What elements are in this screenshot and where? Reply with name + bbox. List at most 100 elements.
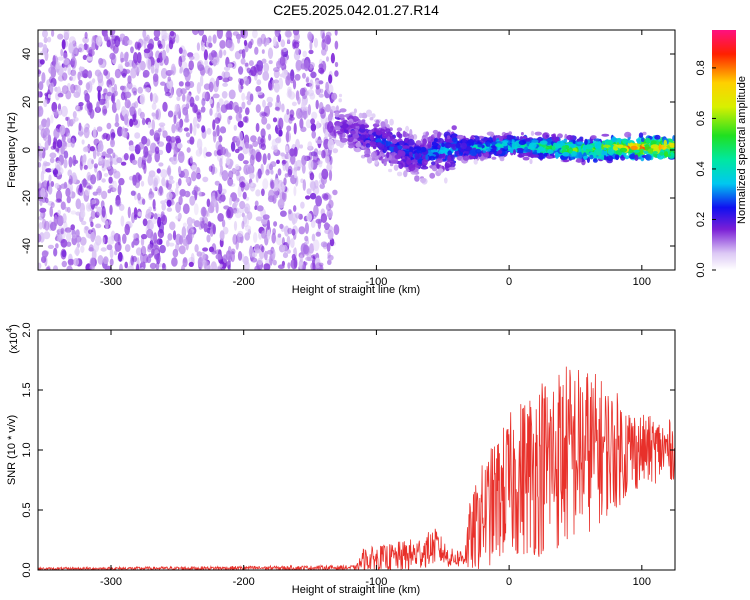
- heatmap-cell: [303, 59, 310, 72]
- heatmap-cell: [189, 96, 195, 108]
- heatmap-cell: [286, 125, 292, 132]
- heatmap-cell: [232, 31, 240, 36]
- heatmap-cell: [82, 36, 89, 44]
- heatmap-cell: [232, 207, 238, 214]
- heatmap-cell: [383, 159, 387, 167]
- heatmap-cell: [281, 103, 285, 113]
- heatmap-cell: [375, 130, 382, 136]
- heatmap-cell: [243, 39, 248, 47]
- heatmap-cell: [596, 140, 602, 148]
- heatmap-cell: [38, 91, 41, 98]
- heatmap-cell: [332, 189, 338, 196]
- heatmap-cell: [48, 66, 54, 74]
- heatmap-cell: [192, 116, 198, 127]
- heatmap-cell: [57, 209, 61, 216]
- heatmap-cell: [201, 125, 206, 133]
- heatmap-cell: [455, 143, 461, 149]
- heatmap-cell: [161, 177, 166, 187]
- heatmap-cell: [272, 259, 277, 266]
- heatmap-cell: [52, 54, 56, 67]
- heatmap-cell: [183, 127, 189, 132]
- heatmap-cell: [266, 123, 271, 130]
- heatmap-cell: [129, 106, 136, 115]
- heatmap-cell: [220, 146, 227, 156]
- heatmap-cell: [218, 259, 225, 265]
- heatmap-cell: [50, 181, 55, 187]
- heatmap-cell: [195, 173, 202, 180]
- heatmap-cell: [473, 158, 478, 165]
- heatmap-cell: [273, 67, 280, 73]
- heatmap-cell: [78, 43, 85, 53]
- snr-multiplier-base: (x10: [8, 332, 20, 353]
- heatmap-cell: [287, 262, 291, 269]
- heatmap-cell: [71, 118, 76, 124]
- heatmap-cell: [96, 85, 103, 93]
- heatmap-cell: [38, 81, 44, 91]
- heatmap-cell: [72, 154, 77, 167]
- heatmap-cell: [255, 85, 262, 93]
- heatmap-cell: [672, 135, 675, 142]
- heatmap-cell: [222, 128, 227, 133]
- heatmap-cell: [311, 130, 317, 139]
- heatmap-cell: [305, 119, 312, 129]
- heatmap-cell: [95, 223, 102, 229]
- heatmap-cell: [178, 178, 182, 186]
- heatmap-cell: [195, 109, 202, 115]
- heatmap-cell: [189, 195, 196, 206]
- spectrogram-y-ticks: -40 -20 0 20 40: [21, 48, 675, 254]
- heatmap-cell: [517, 153, 525, 158]
- heatmap-cell: [205, 210, 209, 217]
- heatmap-cell: [405, 125, 410, 132]
- heatmap-cell: [167, 76, 171, 82]
- heatmap-cell: [96, 171, 100, 182]
- heatmap-cell: [169, 221, 176, 231]
- heatmap-cell: [545, 145, 551, 150]
- heatmap-cell: [142, 253, 149, 264]
- heatmap-cell: [274, 106, 280, 111]
- heatmap-cell: [177, 151, 185, 163]
- heatmap-cell: [147, 174, 154, 186]
- heatmap-cell: [359, 134, 367, 141]
- heatmap-cell: [249, 93, 254, 102]
- heatmap-cell: [291, 228, 296, 236]
- heatmap-cell: [225, 157, 231, 166]
- heatmap-cell: [106, 122, 112, 130]
- heatmap-cell: [85, 82, 91, 91]
- heatmap-cell: [316, 139, 323, 144]
- heatmap-cell: [101, 236, 106, 245]
- heatmap-cell: [244, 225, 252, 232]
- heatmap-cell: [299, 87, 306, 97]
- heatmap-cell: [212, 266, 219, 270]
- heatmap-cell: [320, 241, 328, 248]
- heatmap-cell: [55, 198, 63, 203]
- heatmap-cell: [233, 220, 238, 231]
- heatmap-cell: [259, 111, 267, 118]
- snr-multiplier-exp: 4: [5, 327, 14, 332]
- heatmap-cell: [285, 75, 291, 86]
- heatmap-cell: [338, 114, 346, 119]
- heatmap-cell: [97, 142, 104, 153]
- heatmap-cell: [147, 43, 154, 50]
- heatmap-cell: [127, 39, 133, 46]
- heatmap-cell: [121, 126, 126, 138]
- heatmap-cell: [522, 156, 530, 161]
- heatmap-cell: [329, 237, 335, 247]
- heatmap-cell: [166, 192, 173, 201]
- heatmap-cell: [43, 99, 48, 108]
- heatmap-cell: [101, 151, 107, 156]
- heatmap-cell: [275, 235, 282, 246]
- snr-multiplier-close: ): [8, 324, 20, 328]
- heatmap-cell: [359, 139, 364, 143]
- heatmap-cell: [271, 232, 277, 244]
- heatmap-cell: [145, 208, 152, 220]
- heatmap-cell: [278, 129, 283, 137]
- heatmap-cell: [66, 82, 71, 91]
- heatmap-cell: [353, 108, 357, 114]
- heatmap-cell: [562, 152, 570, 157]
- heatmap-cell: [343, 129, 349, 134]
- heatmap-cell: [276, 94, 280, 104]
- heatmap-cell: [196, 111, 201, 119]
- heatmap-cell: [124, 61, 130, 67]
- heatmap-cell: [106, 91, 112, 97]
- heatmap-cell: [562, 145, 566, 150]
